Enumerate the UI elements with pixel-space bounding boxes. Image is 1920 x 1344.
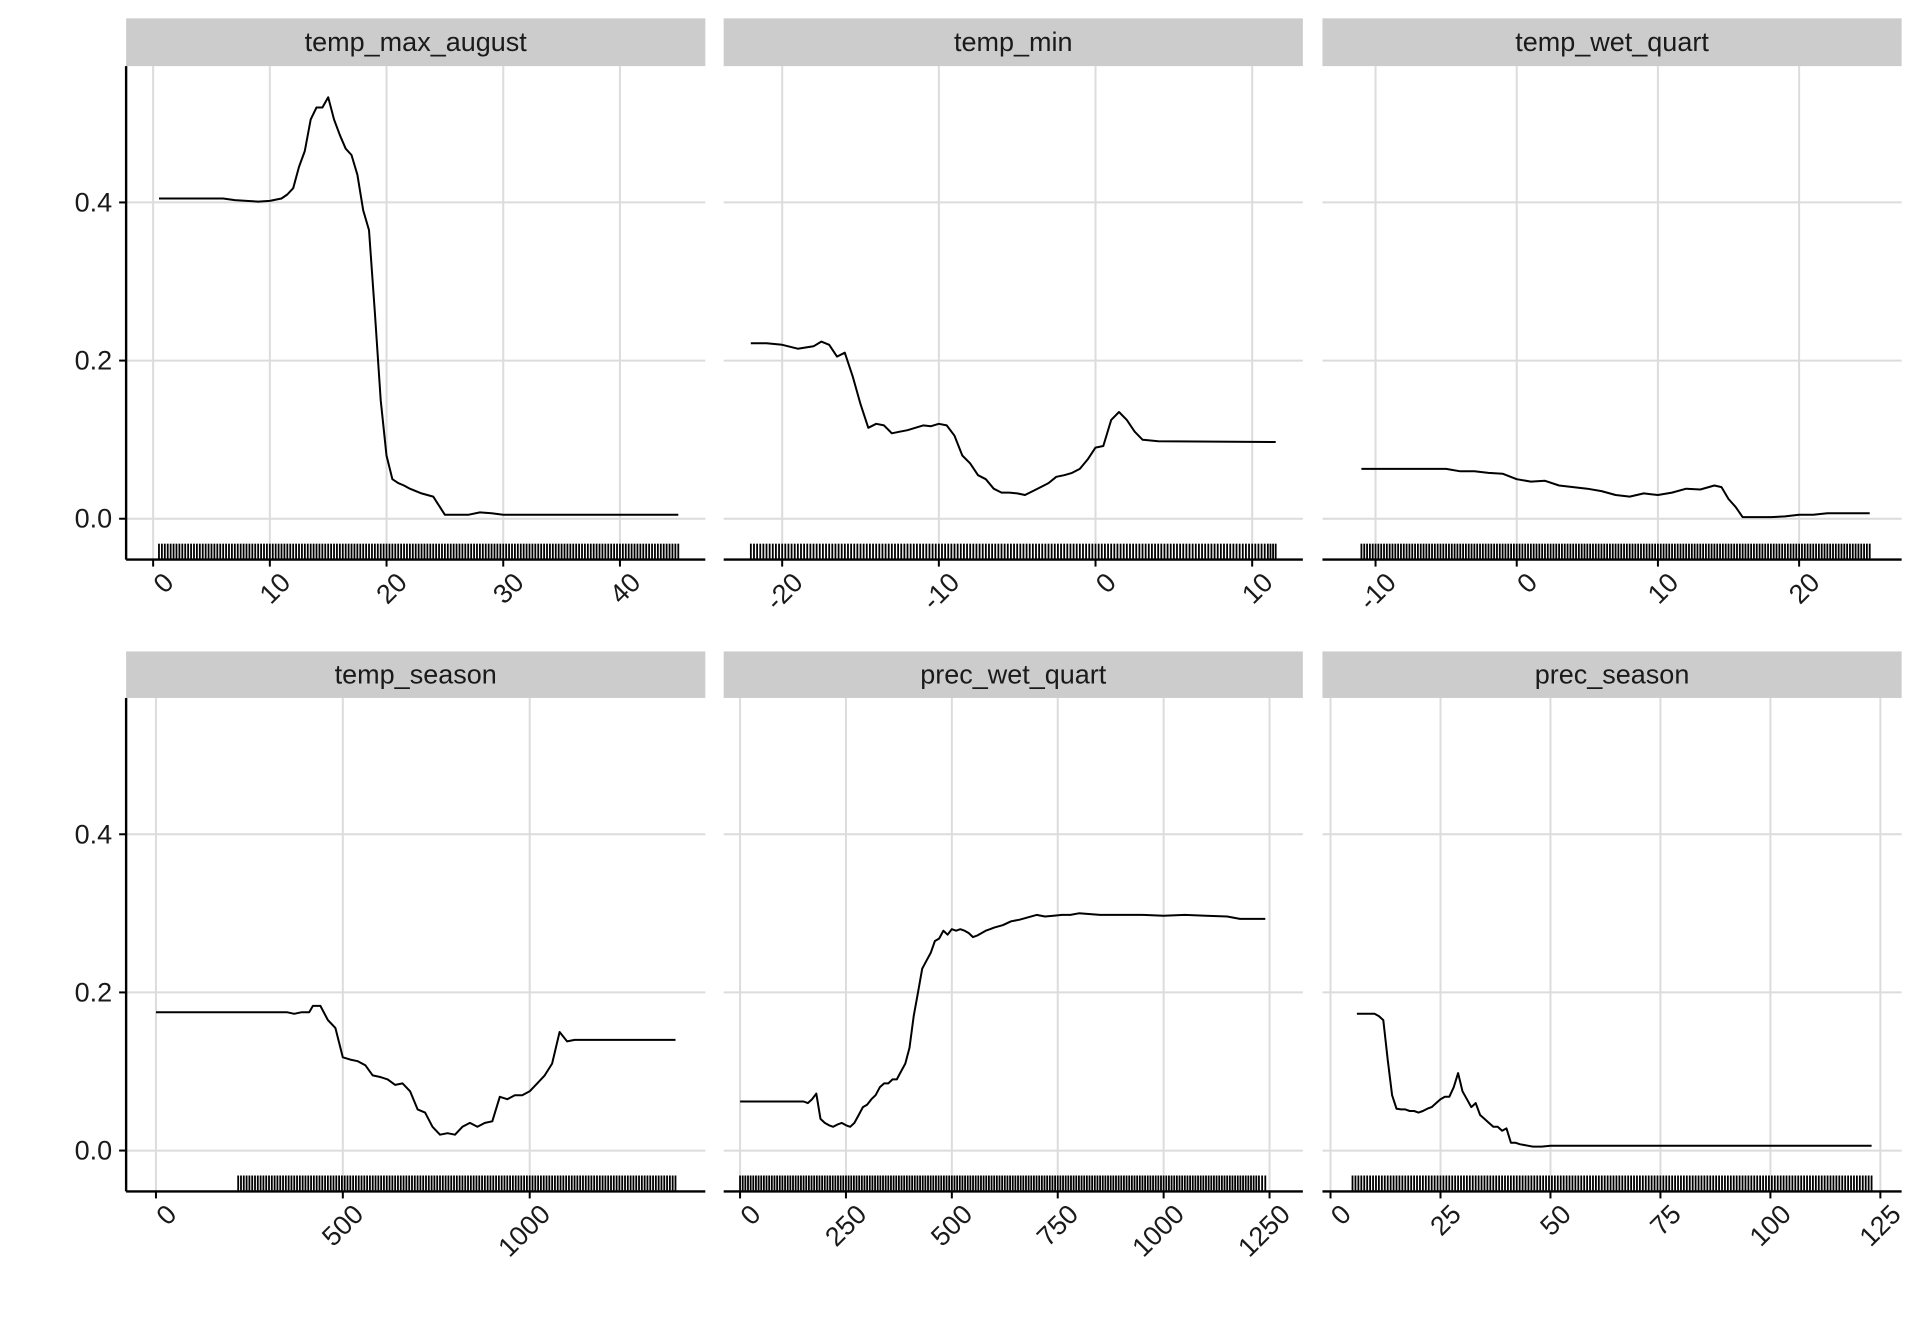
rug: [739, 1175, 1267, 1191]
facet-title: prec_wet_quart: [920, 660, 1107, 690]
y-tick-label: 0.0: [75, 504, 113, 534]
pd-line: [1356, 1012, 1872, 1148]
facet-strip: [126, 18, 706, 67]
y-tick-label: 0.2: [75, 977, 113, 1007]
y-tick-label: 0.4: [75, 819, 113, 849]
x-tick-label: -20: [760, 567, 809, 616]
x-tick-label: 0: [151, 1199, 183, 1231]
facet-title: temp_max_august: [305, 27, 528, 57]
panel-temp_season: temp_season 0.0 0.2 0.4 0 500 1000: [75, 651, 706, 1263]
pd-line: [159, 96, 679, 516]
pd-line: [1361, 467, 1870, 519]
x-tick-label: 1000: [492, 1199, 556, 1263]
x-tick-label: 50: [1534, 1199, 1576, 1241]
rug: [749, 543, 1277, 559]
pd-line: [740, 912, 1266, 1128]
facet-title: temp_wet_quart: [1515, 27, 1709, 57]
x-tick-label: 10: [1236, 567, 1278, 609]
y-tick-label: 0.0: [75, 1136, 113, 1166]
x-tick-label: -10: [916, 567, 965, 616]
x-tick-label: 10: [254, 567, 296, 609]
pd-line: [750, 340, 1276, 496]
facet-strip: [1322, 18, 1902, 67]
facet-strip: [1322, 651, 1902, 698]
panel-prec_wet_quart: prec_wet_quart 0 250 500 750 1000 1250: [723, 651, 1303, 1263]
x-tick-label: 10: [1642, 567, 1684, 609]
facet-strip: [126, 651, 706, 698]
x-tick-label: 1000: [1126, 1199, 1190, 1263]
panel-prec_season: prec_season 0 25 50 75 100 125: [1322, 651, 1907, 1252]
x-tick-label: 1250: [1232, 1199, 1296, 1263]
x-tick-label: 40: [604, 567, 646, 609]
x-tick-label: 20: [1783, 567, 1825, 609]
rug: [158, 543, 680, 559]
pd-line: [156, 1004, 676, 1136]
y-tick-label: 0.2: [75, 346, 113, 376]
x-tick-label: 250: [819, 1199, 872, 1252]
facet-strip: [723, 651, 1303, 698]
x-tick-label: 0: [1325, 1199, 1357, 1231]
x-tick-label: 0: [148, 567, 180, 599]
panel-temp_wet_quart: temp_wet_quart -10 0 10 20: [1322, 18, 1902, 616]
panel-temp_min: temp_min -20 -10 0 10: [723, 18, 1303, 616]
x-tick-label: 100: [1744, 1199, 1797, 1252]
facet-title: temp_min: [954, 27, 1073, 57]
rug: [1351, 1175, 1873, 1191]
rug: [1360, 543, 1871, 559]
facet-title: prec_season: [1535, 660, 1690, 690]
x-tick-label: 750: [1031, 1199, 1084, 1252]
x-tick-label: 500: [925, 1199, 978, 1252]
x-tick-label: 25: [1424, 1199, 1466, 1241]
facet-strip: [723, 18, 1303, 67]
x-tick-label: 75: [1644, 1199, 1686, 1241]
x-tick-label: 20: [370, 567, 412, 609]
facet-title: temp_season: [335, 660, 497, 690]
y-tick-label: 0.4: [75, 187, 113, 217]
panel-temp_max_august: temp_max_august 0.0 0.2 0.4 0 10 20 30 40: [75, 18, 706, 610]
x-tick-label: 0: [1090, 567, 1122, 599]
x-tick-label: -10: [1353, 567, 1402, 616]
x-tick-label: 30: [487, 567, 529, 609]
x-tick-label: 0: [1511, 567, 1543, 599]
rug: [237, 1175, 677, 1191]
x-tick-label: 0: [735, 1199, 767, 1231]
x-tick-label: 500: [316, 1199, 369, 1252]
x-tick-label: 125: [1854, 1199, 1907, 1252]
